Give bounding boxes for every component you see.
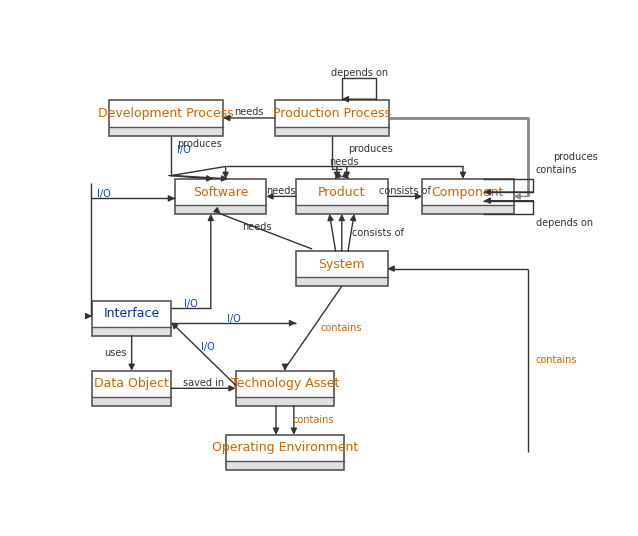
Text: System: System [318,258,365,271]
Bar [422,179,514,214]
Bar [92,397,171,406]
Bar [275,126,389,136]
Text: contains: contains [536,355,577,366]
Bar [235,371,334,397]
Text: Technology Asset: Technology Asset [231,377,339,390]
Text: saved in: saved in [183,378,224,388]
Bar [110,100,223,136]
Text: contains: contains [292,415,334,425]
Bar [110,100,223,126]
Bar [226,435,345,470]
Text: needs: needs [234,107,264,117]
Text: produces: produces [348,144,392,154]
Text: needs: needs [330,157,359,167]
Text: produces: produces [177,139,222,149]
Text: Data Object: Data Object [94,377,169,390]
Text: needs: needs [242,221,271,232]
Text: consists of: consists of [352,227,404,237]
Text: needs: needs [267,185,296,196]
Bar [92,371,171,406]
Text: contains: contains [536,165,577,175]
Bar [226,461,345,470]
Text: contains: contains [321,323,362,333]
Bar [92,327,171,336]
Text: I/O: I/O [226,314,241,324]
Text: I/O: I/O [184,299,198,309]
Text: consists of: consists of [379,185,431,196]
Bar [296,179,387,214]
Bar [235,397,334,406]
Bar [175,205,267,214]
Bar [175,179,267,205]
Text: I/O: I/O [177,145,191,154]
Text: depends on: depends on [536,218,593,228]
Text: Software: Software [193,185,248,198]
Bar [110,126,223,136]
Bar [92,301,171,327]
Bar [296,205,387,214]
Bar [296,251,387,278]
Text: depends on: depends on [330,68,388,78]
Bar [275,100,389,136]
Bar [422,205,514,214]
Text: produces: produces [553,152,598,162]
Bar [235,371,334,406]
Text: Product: Product [318,185,366,198]
Bar [296,278,387,286]
Text: Operating Environment: Operating Environment [212,441,358,455]
Bar [422,179,514,205]
Text: Production Process: Production Process [273,107,391,120]
Bar [275,100,389,126]
Text: Interface: Interface [103,307,160,320]
Bar [92,301,171,336]
Text: I/O: I/O [202,341,215,352]
Bar [92,371,171,397]
Bar [226,435,345,461]
Bar [296,251,387,286]
Text: Development Process: Development Process [98,107,234,120]
Text: Component: Component [432,185,504,198]
Text: I/O: I/O [96,189,110,199]
Text: uses: uses [104,348,127,358]
Bar [296,179,387,205]
Bar [175,179,267,214]
